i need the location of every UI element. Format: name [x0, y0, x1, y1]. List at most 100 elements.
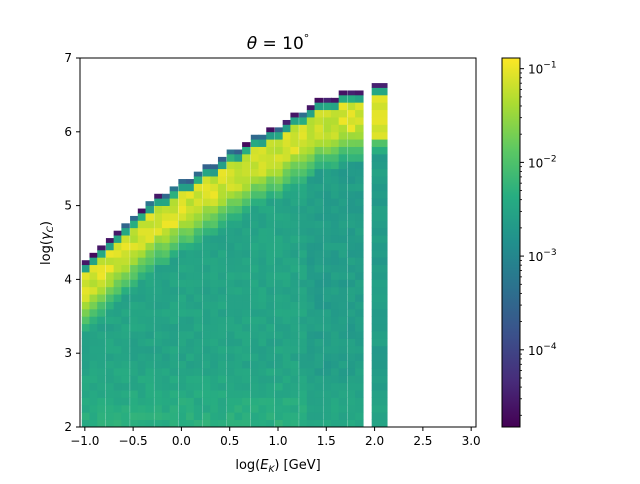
heatmap-cell [242, 367, 251, 376]
heatmap-cell [217, 412, 227, 421]
heatmap-cell [299, 146, 308, 155]
heatmap-cell [250, 272, 260, 280]
heatmap-cell [121, 323, 130, 332]
heatmap-cell [202, 331, 211, 339]
heatmap-cell [323, 390, 332, 398]
heatmap-cell [234, 205, 243, 214]
heatmap-cell [145, 338, 154, 347]
heatmap-cell [169, 212, 179, 221]
heatmap-cell [130, 301, 139, 310]
heatmap-cell [178, 419, 187, 428]
heatmap-cell [274, 257, 284, 266]
heatmap-cell [113, 404, 123, 413]
heatmap-cell [89, 272, 98, 280]
heatmap-cell [290, 146, 299, 155]
heatmap-cell [299, 227, 308, 236]
heatmap-cell [242, 249, 251, 258]
heatmap-cell [210, 367, 219, 376]
heatmap-cell [161, 212, 171, 221]
heatmap-cell [299, 316, 308, 325]
heatmap-cell [81, 375, 91, 384]
heatmap-cell [234, 419, 243, 428]
heatmap-cell [282, 227, 292, 236]
heatmap-cell [355, 227, 364, 236]
heatmap-cell [266, 212, 275, 221]
heatmap-cell [121, 412, 130, 421]
heatmap-cell [274, 249, 284, 258]
heatmap-cell [355, 316, 364, 325]
heatmap-cell [154, 264, 163, 273]
heatmap-cell [89, 382, 98, 391]
heatmap-cell [258, 412, 267, 421]
heatmap-cell [290, 353, 299, 361]
heatmap-cell [137, 360, 147, 369]
heatmap-cell [266, 205, 275, 214]
heatmap-cell [137, 375, 147, 384]
heatmap-cell [266, 294, 275, 302]
heatmap-cell [113, 235, 123, 243]
heatmap-cell [161, 419, 171, 428]
heatmap-cell [145, 227, 154, 236]
heatmap-cell [169, 249, 179, 258]
heatmap-cell [371, 117, 388, 125]
heatmap-cell [338, 367, 348, 376]
heatmap-cell [323, 153, 332, 162]
heatmap-cell [347, 301, 356, 310]
heatmap-cell [290, 131, 299, 140]
heatmap-cell [299, 272, 308, 280]
heatmap-cell [274, 176, 284, 184]
heatmap-cell [290, 220, 299, 229]
heatmap-cell [282, 272, 292, 280]
heatmap-cell [250, 190, 260, 199]
heatmap-cell [226, 153, 236, 162]
heatmap-cell [81, 353, 91, 361]
heatmap-cell [217, 242, 227, 251]
heatmap-cell [169, 338, 179, 347]
heatmap-cell [202, 272, 211, 280]
heatmap-cell [193, 397, 203, 406]
heatmap-cell [290, 168, 299, 177]
heatmap-cell [113, 375, 123, 384]
heatmap-cell [193, 294, 203, 302]
heatmap-cell [338, 139, 348, 147]
heatmap-cell [290, 176, 299, 184]
heatmap-cell [169, 205, 179, 214]
heatmap-cell [161, 294, 171, 302]
heatmap-cell [266, 301, 275, 310]
heatmap-cell [113, 397, 123, 406]
heatmap-cell [338, 220, 348, 229]
heatmap-cell [299, 375, 308, 384]
heatmap-cell [290, 345, 299, 354]
heatmap-cell [258, 331, 267, 339]
heatmap-cell [105, 264, 115, 273]
heatmap-cell [299, 139, 308, 147]
heatmap-cell [371, 102, 388, 111]
heatmap-cell [242, 316, 251, 325]
heatmap-cell [105, 257, 115, 266]
heatmap-cell [145, 301, 154, 310]
heatmap-cell [250, 257, 260, 266]
heatmap-cell [306, 117, 316, 125]
heatmap-cell [186, 323, 195, 332]
heatmap-cell [330, 419, 340, 428]
heatmap-cell [355, 176, 364, 184]
heatmap-cell [137, 338, 147, 347]
heatmap-cell [97, 272, 106, 280]
heatmap-cell [105, 242, 115, 251]
heatmap-cell [323, 308, 332, 317]
heatmap-cell [154, 279, 163, 288]
heatmap-cell [178, 257, 187, 266]
heatmap-cell [169, 353, 179, 361]
heatmap-cell [347, 94, 356, 103]
heatmap-cell [210, 404, 219, 413]
heatmap-cell [314, 97, 323, 103]
heatmap-cell [250, 323, 260, 332]
heatmap-cell [130, 242, 139, 251]
heatmap-cell [274, 146, 284, 155]
heatmap-cell [371, 390, 388, 398]
heatmap-cell [137, 264, 147, 273]
heatmap-cell [330, 375, 340, 384]
heatmap-cell [186, 179, 195, 184]
heatmap-cell [330, 382, 340, 391]
heatmap-cell [217, 308, 227, 317]
